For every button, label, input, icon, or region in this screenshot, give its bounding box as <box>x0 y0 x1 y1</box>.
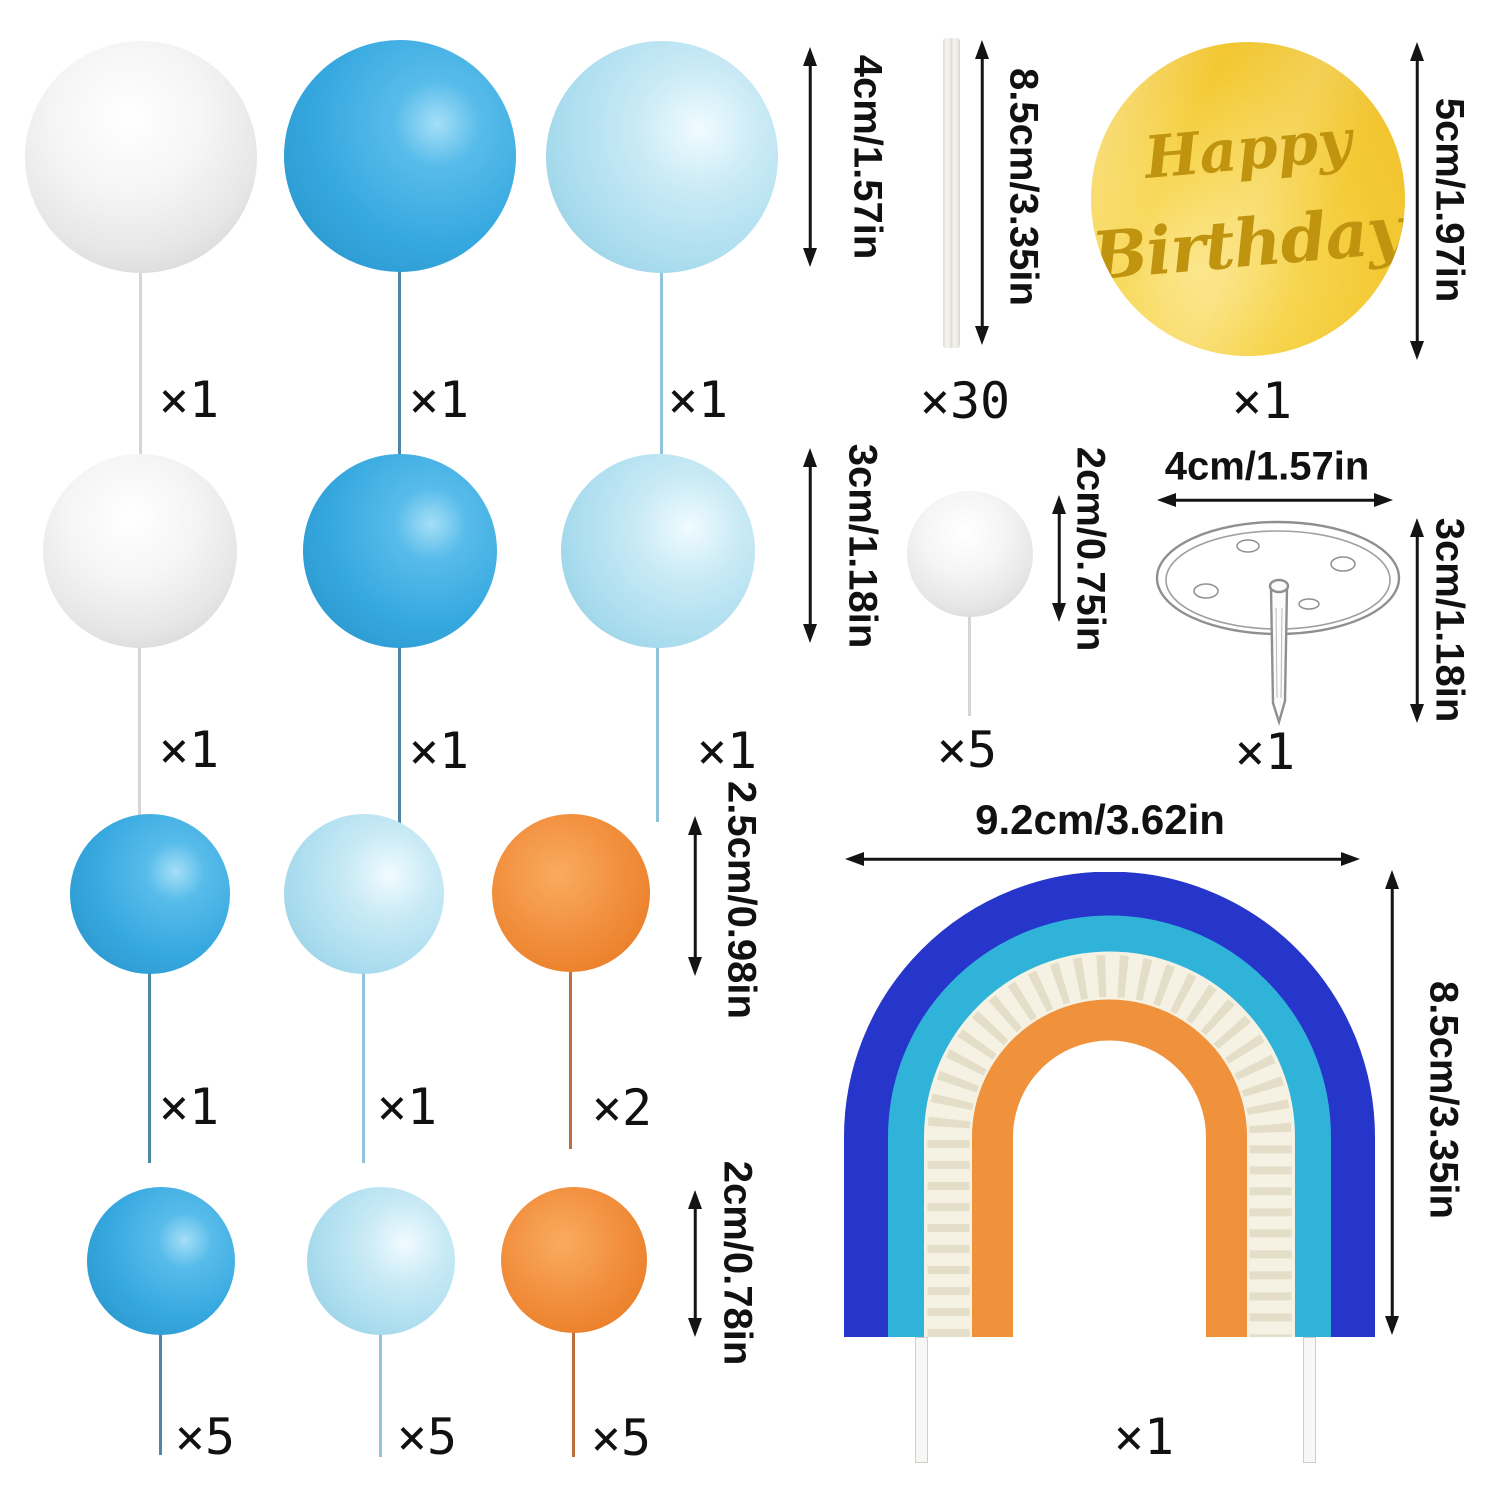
gold-happy-birthday-disc: Happy Birthday <box>1091 42 1405 356</box>
rainbow-topper <box>844 872 1375 1337</box>
dim-arrow-3cm-ball <box>799 448 821 643</box>
ball-2cm-orange <box>501 1187 647 1333</box>
ball-stick <box>379 1332 382 1457</box>
rainbow-stick <box>1303 1337 1316 1463</box>
ball-stick <box>398 269 401 454</box>
qty-label: ×5 <box>590 1409 652 1467</box>
dim-label-2cm-white: 2cm/0.75in <box>1068 446 1113 652</box>
qty-label-straw: ×30 <box>919 372 1011 430</box>
ball-2cm-blue <box>87 1187 235 1335</box>
dim-arrow-pick-width <box>1157 489 1393 511</box>
ball-stick <box>148 971 151 1163</box>
qty-label: ×2 <box>591 1079 653 1137</box>
dim-arrow-2cm-white <box>1048 495 1070 622</box>
dim-arrow-rainbow-height <box>1381 870 1403 1335</box>
ball-stick <box>159 1332 162 1455</box>
ball-stick <box>569 969 572 1149</box>
dim-arrow-pick-height <box>1406 518 1428 723</box>
paper-straw <box>943 38 960 348</box>
dim-arrow-disc <box>1406 42 1428 360</box>
qty-label: ×1 <box>667 371 729 429</box>
ball-stick <box>968 614 971 716</box>
dim-label-rainbow-height: 8.5cm/3.35in <box>1421 981 1466 1219</box>
ball-stick <box>139 270 142 454</box>
ball-4cm-blue <box>284 40 516 272</box>
dim-label-pick-height: 3cm/1.18in <box>1427 517 1472 723</box>
ball-stick <box>398 645 401 870</box>
ball-stick <box>656 645 659 822</box>
ball-stick <box>660 270 663 454</box>
dim-arrow-2.5cm-ball <box>684 816 706 976</box>
dim-arrow-rainbow-width <box>845 848 1360 870</box>
ball-3cm-blue <box>303 454 497 648</box>
ball-2cm-white <box>907 491 1033 617</box>
qty-label: ×1 <box>158 1078 220 1136</box>
ball-stick <box>138 645 141 840</box>
qty-label-2cm-white: ×5 <box>936 721 998 779</box>
qty-label-rainbow: ×1 <box>1113 1408 1175 1466</box>
dim-arrow-straw <box>971 40 993 345</box>
cake-pick-base-sketch <box>1155 520 1401 727</box>
qty-label-pick: ×1 <box>1234 723 1296 781</box>
dim-label-pick-width: 4cm/1.57in <box>1164 444 1370 489</box>
dim-label-rainbow-width: 9.2cm/3.62in <box>975 796 1225 843</box>
dim-arrow-4cm-ball <box>799 47 821 267</box>
ball-4cm-white <box>25 41 257 273</box>
dim-label-3cm-ball: 3cm/1.18in <box>840 443 885 649</box>
ball-3cm-white <box>43 454 237 648</box>
rainbow-stick <box>915 1337 928 1463</box>
qty-label-disc: ×1 <box>1231 372 1293 430</box>
qty-label: ×1 <box>158 721 220 779</box>
qty-label: ×5 <box>174 1408 236 1466</box>
ball-2cm-light-blue <box>307 1187 455 1335</box>
qty-label: ×5 <box>396 1408 458 1466</box>
qty-label: ×1 <box>408 722 470 780</box>
ball-3cm-light-blue <box>561 454 755 648</box>
dim-label-4cm-ball: 4cm/1.57in <box>845 54 890 260</box>
ball-4cm-light-blue <box>546 41 778 273</box>
ball-2.5cm-blue <box>70 814 230 974</box>
disc-sheen <box>1091 42 1405 356</box>
qty-label: ×1 <box>408 371 470 429</box>
ball-2.5cm-light-blue <box>284 814 444 974</box>
dim-arrow-2cm-ball <box>684 1190 706 1337</box>
dim-label-2cm-ball: 2cm/0.78in <box>715 1160 760 1366</box>
ball-stick <box>572 1330 575 1457</box>
ball-stick <box>362 971 365 1163</box>
qty-label: ×1 <box>376 1078 438 1136</box>
ball-2.5cm-orange <box>492 814 650 972</box>
dim-label-disc: 5cm/1.97in <box>1427 97 1472 303</box>
qty-label: ×1 <box>158 371 220 429</box>
dim-label-straw: 8.5cm/3.35in <box>1001 68 1046 306</box>
dim-label-2.5cm-ball: 2.5cm/0.98in <box>719 781 764 1019</box>
qty-label: ×1 <box>696 722 758 780</box>
